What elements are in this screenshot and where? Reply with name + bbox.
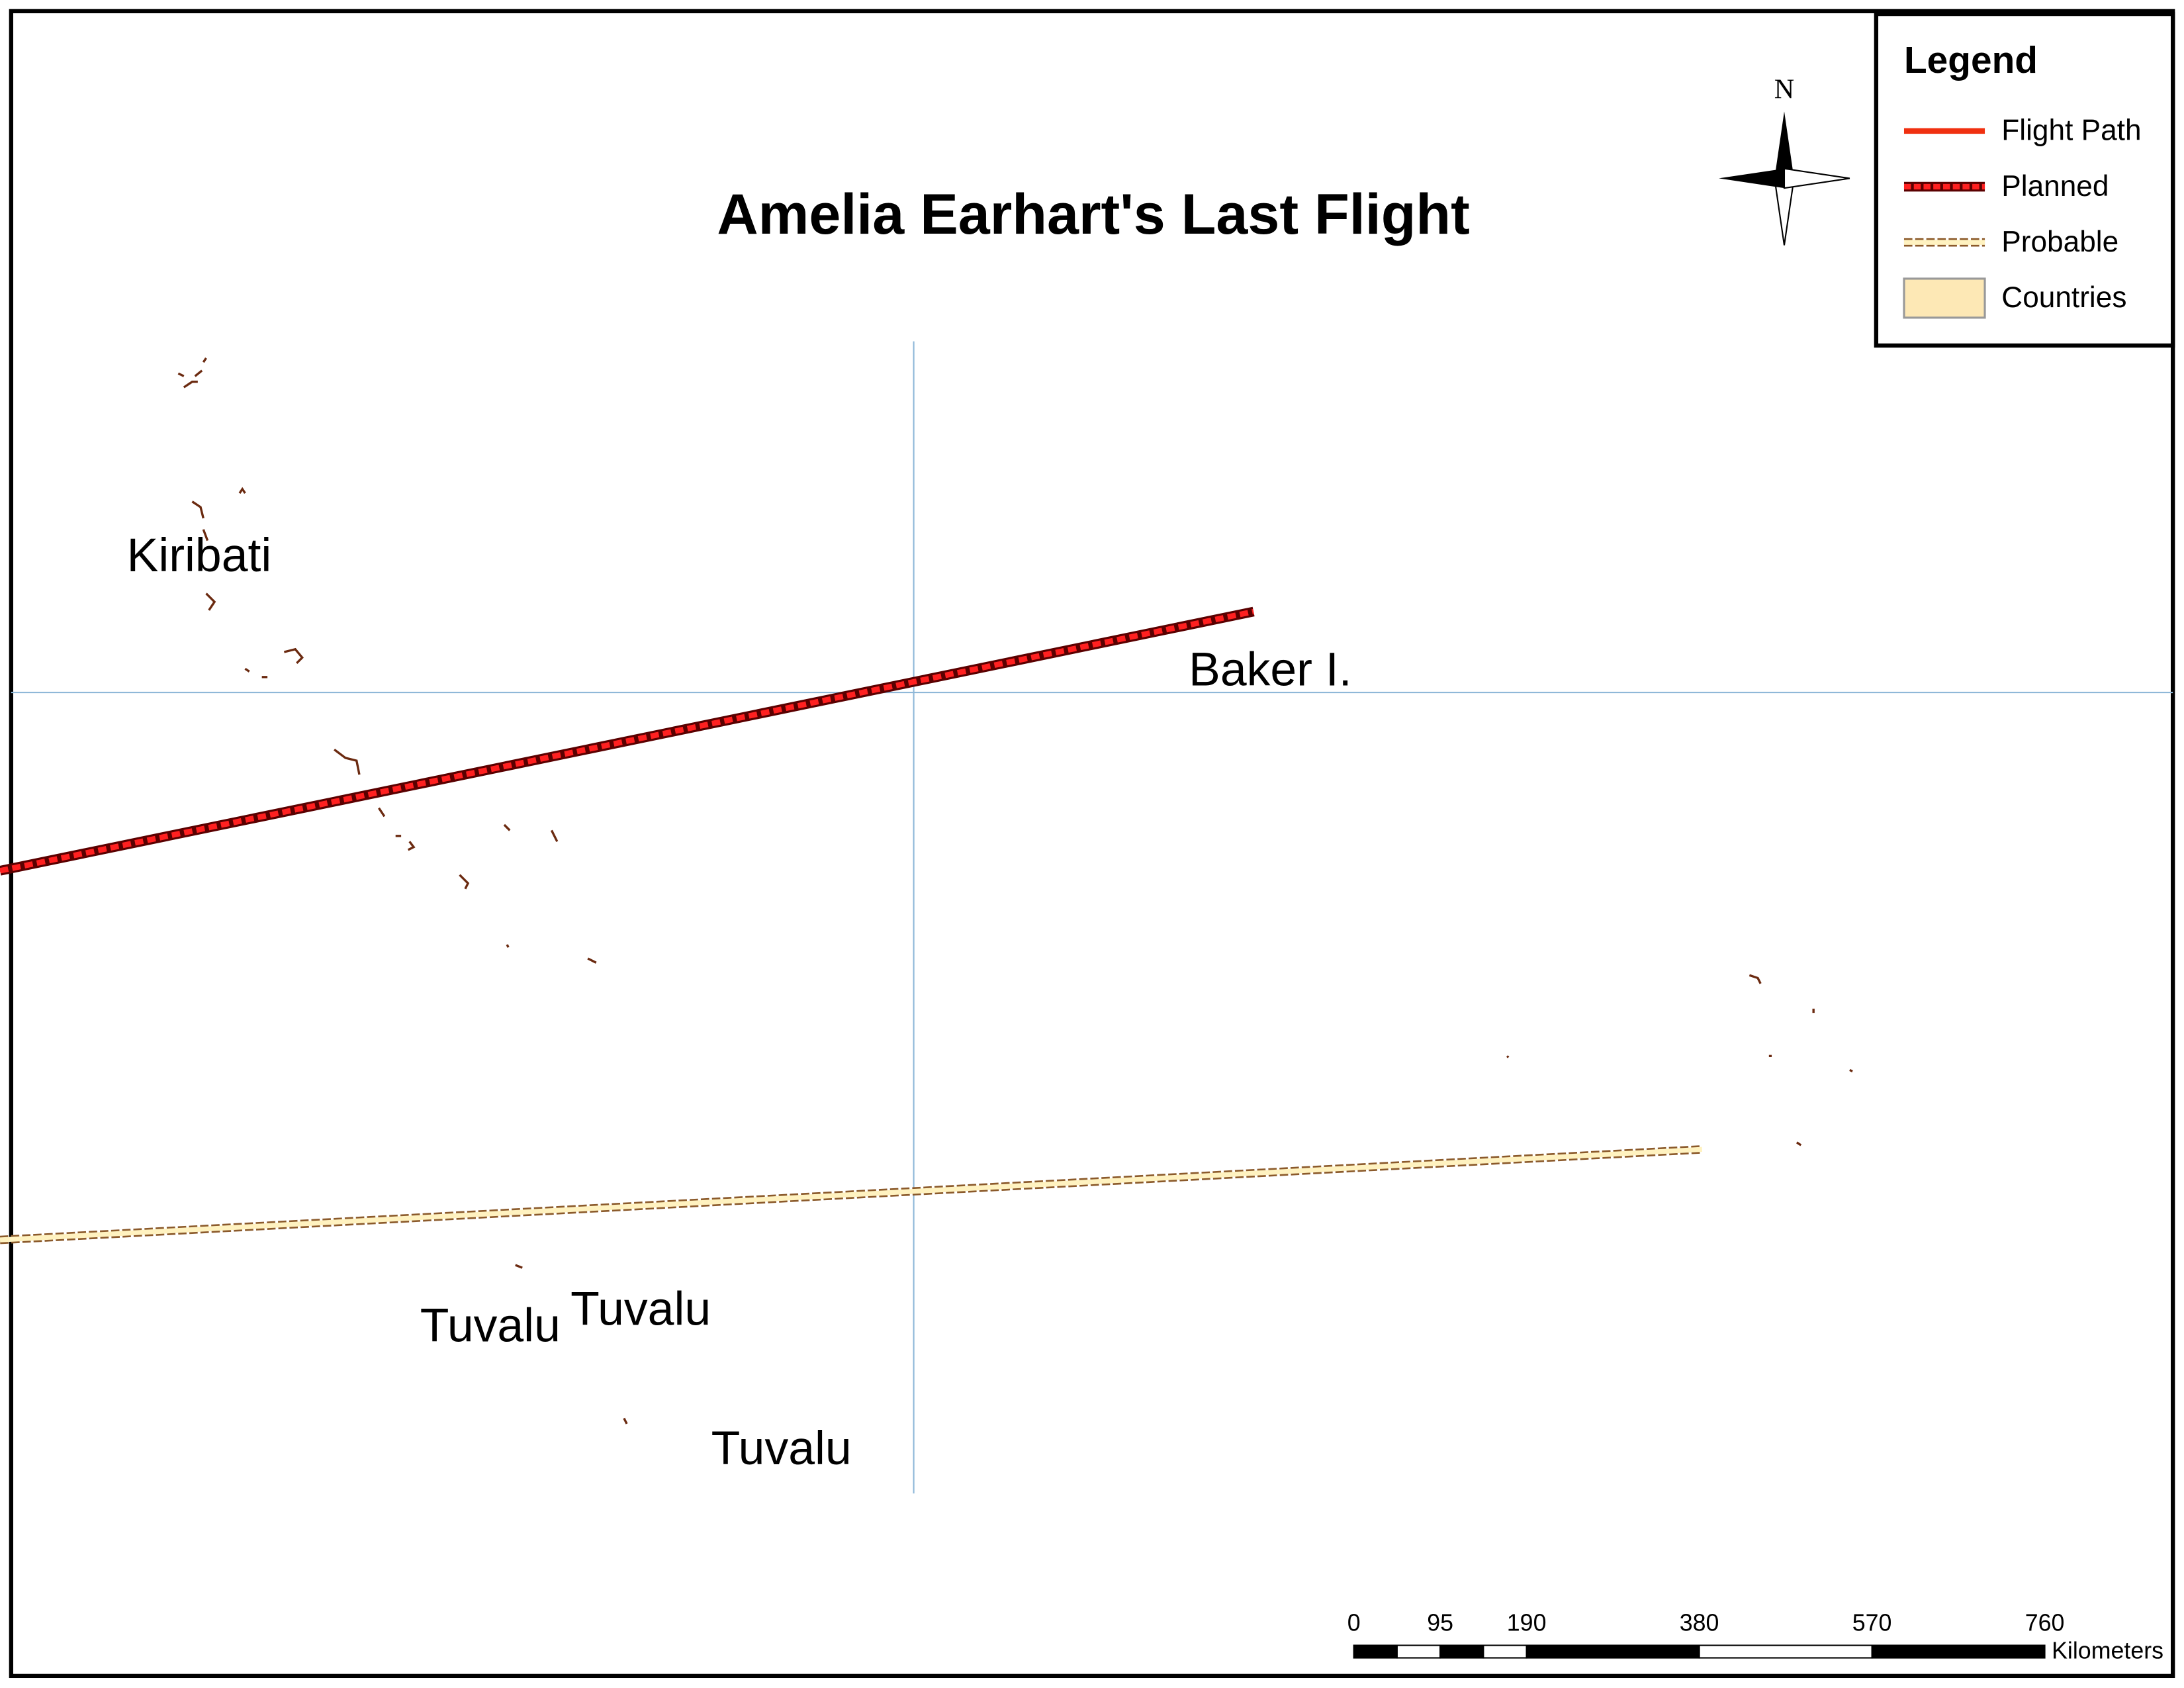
arrow-part	[1783, 167, 1850, 189]
scale-unit: Kilometers	[2052, 1638, 2163, 1664]
place-label: Tuvalu	[420, 1299, 561, 1352]
island	[191, 487, 246, 611]
scale-segment	[1871, 1644, 2046, 1659]
scale-segment	[1396, 1644, 1441, 1659]
island	[1506, 974, 1853, 1147]
scale-segment	[1482, 1644, 1527, 1659]
island	[334, 748, 416, 851]
scale-label: 95	[1427, 1609, 1453, 1636]
map-title: Amelia Earhart's Last Flight	[717, 183, 1469, 246]
place-label: Tuvalu	[711, 1422, 852, 1475]
place-label: Kiribati	[127, 529, 272, 582]
island	[244, 647, 304, 679]
route-line	[0, 1147, 1703, 1243]
scale-label: 380	[1680, 1609, 1719, 1636]
route-line	[0, 608, 1254, 874]
scale-label: 190	[1507, 1609, 1547, 1636]
islands	[177, 357, 1853, 1425]
scale-segment	[1353, 1644, 1398, 1659]
legend-title: Legend	[1904, 40, 2038, 81]
legend: Legend Flight Path Planned Probable Coun…	[1874, 11, 2175, 348]
probable-route	[0, 1145, 1703, 1244]
scale-segment	[1698, 1644, 1873, 1659]
scale-segment	[1525, 1644, 1700, 1659]
place-label: Baker I.	[1189, 643, 1352, 696]
arrow-part	[1774, 111, 1794, 179]
scale-label: 0	[1347, 1609, 1361, 1636]
island	[177, 357, 207, 389]
legend-swatch	[1903, 277, 1986, 319]
island	[515, 1264, 628, 1425]
legend-label: Probable	[2001, 226, 2118, 258]
map-frame	[9, 9, 2175, 1679]
scale-segment	[1439, 1644, 1484, 1659]
legend-label: Countries	[2001, 281, 2126, 314]
scale-label: 760	[2025, 1609, 2065, 1636]
island	[459, 823, 597, 964]
scale-label: 570	[1852, 1609, 1892, 1636]
arrow-part	[1719, 168, 1784, 189]
north-arrow: N	[1719, 74, 1850, 246]
north-label: N	[1774, 74, 1794, 105]
place-label: Tuvalu	[570, 1282, 711, 1335]
legend-label: Planned	[2001, 170, 2109, 203]
legend-label: Flight Path	[2001, 115, 2141, 147]
planned-route	[0, 606, 1255, 876]
